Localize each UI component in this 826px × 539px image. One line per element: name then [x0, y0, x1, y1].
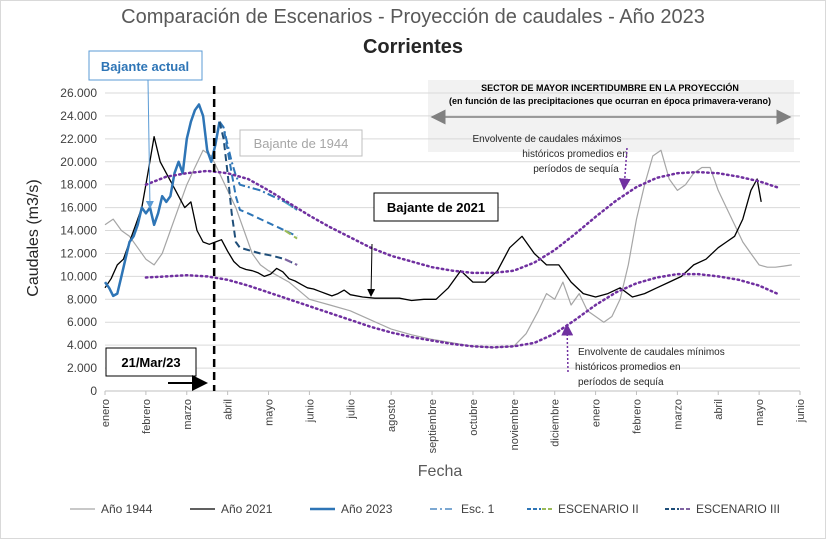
- y-tick-label: 26.000: [60, 86, 97, 100]
- series-lines: [103, 103, 792, 349]
- sector-title: SECTOR DE MAYOR INCERTIDUMBRE EN LA PROY…: [481, 82, 739, 93]
- y-tick-label: 8.000: [67, 292, 97, 306]
- env-max-arrow: [618, 147, 631, 191]
- x-tick-label: noviembre: [509, 399, 521, 450]
- y-tick-label: 4.000: [67, 338, 97, 352]
- y-tick-label: 20.000: [60, 155, 97, 169]
- env-min-line-3: períodos de sequía: [578, 377, 664, 388]
- x-tick-label: octubre: [468, 399, 480, 436]
- x-tick-label: enero: [591, 399, 603, 427]
- y-tick-label: 24.000: [60, 109, 97, 123]
- bajante-actual-label: Bajante actual: [101, 59, 189, 74]
- legend-item: ESCENARIO II: [527, 502, 639, 516]
- series-line-escenario-iii: [218, 121, 298, 266]
- x-tick-label: agosto: [386, 399, 398, 432]
- bajante-1944-box: [239, 129, 363, 157]
- env-min-line-1: Envolvente de caudales mínimos: [578, 347, 725, 358]
- series-line-escenario-ii-cont-: [284, 229, 298, 240]
- chart-subtitle: Corrientes: [362, 36, 464, 58]
- legend-label: Esc. 1: [461, 502, 495, 516]
- series-line-esc-1: [218, 121, 298, 211]
- x-tick-label: julio: [345, 399, 357, 420]
- fecha-corte-label: 21/Mar/23: [121, 355, 180, 370]
- legend-label: Año 2023: [341, 502, 393, 516]
- x-axis-tick-labels: enero febrero marzo abril mayo junio julio agos…: [100, 391, 807, 453]
- series-line-envolvente-m-x: [144, 169, 781, 275]
- y-tick-label: 12.000: [60, 246, 97, 260]
- env-min-arrow: [561, 323, 574, 373]
- x-tick-label: mayo: [754, 399, 766, 426]
- legend-item: Año 2023: [310, 502, 393, 516]
- y-tick-label: 6.000: [67, 315, 97, 329]
- x-tick-label: marzo: [182, 399, 194, 430]
- y-axis-label: Caudales (m3/s): [25, 179, 42, 296]
- x-tick-label: enero: [100, 399, 112, 427]
- y-tick-label: 0: [90, 384, 97, 398]
- x-tick-label: junio: [304, 399, 316, 423]
- series-line-envolvente-m-n: [144, 272, 781, 349]
- x-tick-label: marzo: [672, 399, 684, 430]
- legend-item: Esc. 1: [430, 502, 495, 516]
- env-min-line-2: históricos promedios en: [575, 362, 681, 373]
- legend-item: Año 2021: [190, 502, 273, 516]
- y-axis-tick-labels: 0 2.000 4.000 6.000 8.000 10.000 12.000 14.000 1…: [60, 86, 97, 398]
- series-line-escenario-ii: [218, 121, 298, 238]
- series-line-a-o-2023: [103, 103, 221, 298]
- x-tick-label: septiembre: [427, 399, 439, 453]
- series-line-a-o-2021: [104, 135, 762, 302]
- x-tick-label: febrero: [631, 399, 643, 434]
- y-tick-label: 14.000: [60, 224, 97, 238]
- bajante-2021-label: Bajante de 2021: [387, 200, 485, 215]
- legend-item: Año 1944: [70, 502, 153, 516]
- chart-title: Comparación de Escenarios - Proyección d…: [121, 6, 705, 28]
- sector-subtitle: (en función de las precipitaciones que o…: [449, 96, 771, 106]
- series-line-escenario-iii-cont-: [284, 258, 298, 266]
- x-tick-label: mayo: [264, 399, 276, 426]
- y-tick-label: 2.000: [67, 361, 97, 375]
- legend-label: ESCENARIO II: [558, 502, 639, 516]
- x-tick-label: diciembre: [550, 399, 562, 447]
- bajante-2021-box: [373, 192, 499, 222]
- x-tick-label: abril: [223, 399, 235, 420]
- legend-label: Año 1944: [101, 502, 153, 516]
- env-max-line-2: históricos promedios en: [522, 149, 628, 160]
- series-line-a-o-1944: [104, 149, 792, 348]
- env-max-line-3: períodos de sequía: [533, 164, 619, 175]
- bajante-1944-label: Bajante de 1944: [254, 136, 349, 151]
- y-tick-label: 18.000: [60, 178, 97, 192]
- fecha-corte-box: [105, 347, 197, 377]
- y-tick-label: 22.000: [60, 132, 97, 146]
- env-max-line-1: Envolvente de caudales máximos: [473, 134, 622, 145]
- bajante-actual-arrow: [145, 79, 154, 209]
- bajante-actual-box: [88, 50, 203, 81]
- x-tick-label: abril: [713, 399, 725, 420]
- x-tick-label: junio: [795, 399, 807, 423]
- grid-lines: [105, 92, 800, 369]
- x-tick-label: febrero: [141, 399, 153, 434]
- legend: Año 1944 Año 2021 Año 2023 Esc. 1 ESCENARIO …: [70, 502, 780, 516]
- series-line-esc-1-cont-: [284, 201, 298, 211]
- legend-item: ESCENARIO III: [665, 502, 780, 516]
- y-tick-label: 16.000: [60, 201, 97, 215]
- bajante-2021-arrow: [367, 243, 376, 297]
- y-tick-label: 10.000: [60, 269, 97, 283]
- legend-label: ESCENARIO III: [696, 502, 780, 516]
- legend-label: Año 2021: [221, 502, 273, 516]
- x-axis-label: Fecha: [418, 463, 463, 480]
